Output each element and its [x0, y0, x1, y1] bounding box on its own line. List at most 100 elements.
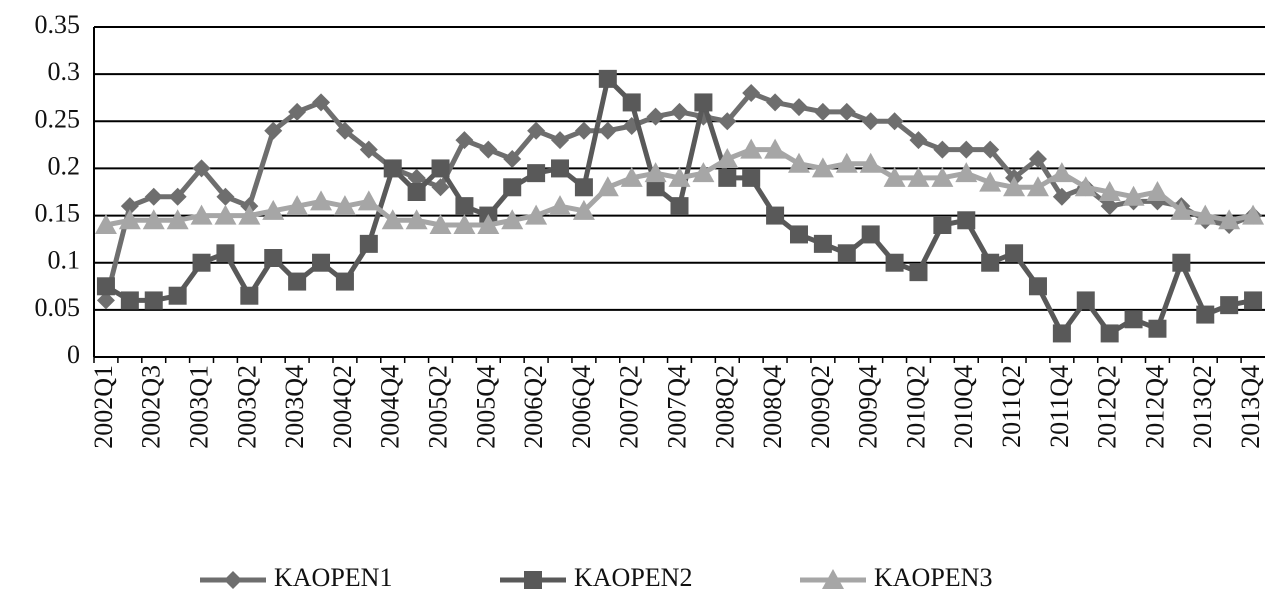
x-tick-label: 2012Q2 [1093, 365, 1122, 449]
legend-marker [224, 571, 242, 589]
data-point [1028, 277, 1047, 296]
x-tick-label: 2011Q4 [1045, 365, 1074, 448]
data-point [1194, 204, 1217, 225]
data-point [668, 166, 691, 187]
data-point [1074, 176, 1097, 197]
data-point [1170, 199, 1193, 220]
data-point [596, 176, 619, 197]
data-point [742, 168, 761, 187]
x-tick-label: 2002Q3 [137, 365, 166, 449]
data-point [431, 178, 450, 197]
data-point [503, 178, 522, 197]
data-point [1242, 204, 1265, 225]
data-point [835, 152, 858, 173]
data-point [787, 152, 810, 173]
data-point [264, 121, 283, 140]
x-tick-label: 2003Q2 [232, 365, 261, 449]
data-point [477, 214, 500, 234]
data-point [1076, 291, 1095, 310]
x-tick-label: 2005Q2 [423, 365, 452, 449]
data-point [262, 199, 285, 220]
data-point [766, 206, 785, 225]
data-point [718, 112, 737, 131]
x-tick-label: 2013Q4 [1236, 365, 1265, 449]
data-point [216, 244, 235, 263]
data-point [288, 272, 307, 291]
x-tick-label: 2007Q4 [662, 365, 691, 449]
data-point [238, 204, 261, 225]
data-point [670, 197, 689, 216]
data-point [909, 131, 928, 150]
data-point [574, 121, 593, 140]
data-point [335, 272, 354, 291]
x-tick-label: 2005Q4 [471, 365, 500, 449]
data-point [264, 249, 283, 267]
data-point [168, 187, 187, 206]
data-point [622, 93, 641, 112]
data-point [957, 140, 976, 159]
data-point [859, 152, 882, 173]
x-tick-label: 2009Q2 [806, 365, 835, 449]
data-point [381, 209, 404, 230]
data-point [359, 234, 378, 253]
x-tick-label: 2007Q2 [615, 365, 644, 449]
legend-marker [524, 571, 542, 589]
data-point [357, 190, 380, 211]
data-point [551, 131, 570, 150]
data-point [572, 199, 595, 220]
y-tick-label: 0.3 [48, 57, 81, 86]
y-tick-label: 0.05 [35, 293, 81, 322]
data-point [718, 168, 737, 187]
legend-label: KAOPEN3 [874, 563, 992, 592]
data-point [979, 171, 1002, 192]
data-point [837, 244, 856, 263]
data-point [118, 209, 141, 230]
data-point [885, 253, 904, 272]
data-point [288, 102, 307, 121]
data-point [598, 69, 617, 88]
data-point [192, 253, 211, 272]
legend-marker [822, 569, 844, 589]
data-point [957, 211, 976, 230]
data-point [694, 93, 713, 112]
data-point [620, 166, 643, 187]
data-point [933, 216, 952, 234]
data-point [216, 187, 235, 206]
data-point [1026, 176, 1049, 197]
data-point [214, 204, 237, 225]
data-point [1052, 324, 1071, 343]
x-tick-label: 2010Q2 [901, 365, 930, 449]
data-point [190, 204, 213, 225]
x-tick-label: 2012Q4 [1140, 365, 1169, 449]
data-point [692, 162, 715, 183]
x-tick-label: 2008Q4 [758, 365, 787, 449]
x-tick-label: 2006Q4 [567, 365, 596, 449]
data-point [1218, 209, 1241, 230]
data-point [166, 209, 189, 230]
data-point [646, 107, 665, 126]
data-point [1148, 319, 1167, 338]
data-point [501, 209, 524, 230]
data-point [742, 84, 761, 102]
data-point [931, 166, 954, 187]
data-point [359, 140, 378, 159]
data-point [312, 253, 331, 272]
data-point [1172, 253, 1191, 272]
data-point [1196, 305, 1215, 324]
data-point [598, 121, 617, 140]
data-point [144, 291, 163, 310]
data-point [168, 286, 187, 305]
data-point [1122, 185, 1145, 206]
x-tick-label: 2006Q2 [519, 365, 548, 449]
data-point [455, 131, 474, 150]
data-point [431, 159, 450, 178]
data-point [333, 195, 356, 216]
data-point [383, 159, 402, 178]
data-point [907, 166, 930, 187]
data-point [981, 253, 1000, 272]
y-tick-label: 0 [67, 340, 80, 369]
x-tick-label: 2013Q2 [1188, 365, 1217, 449]
data-point [1050, 162, 1073, 183]
